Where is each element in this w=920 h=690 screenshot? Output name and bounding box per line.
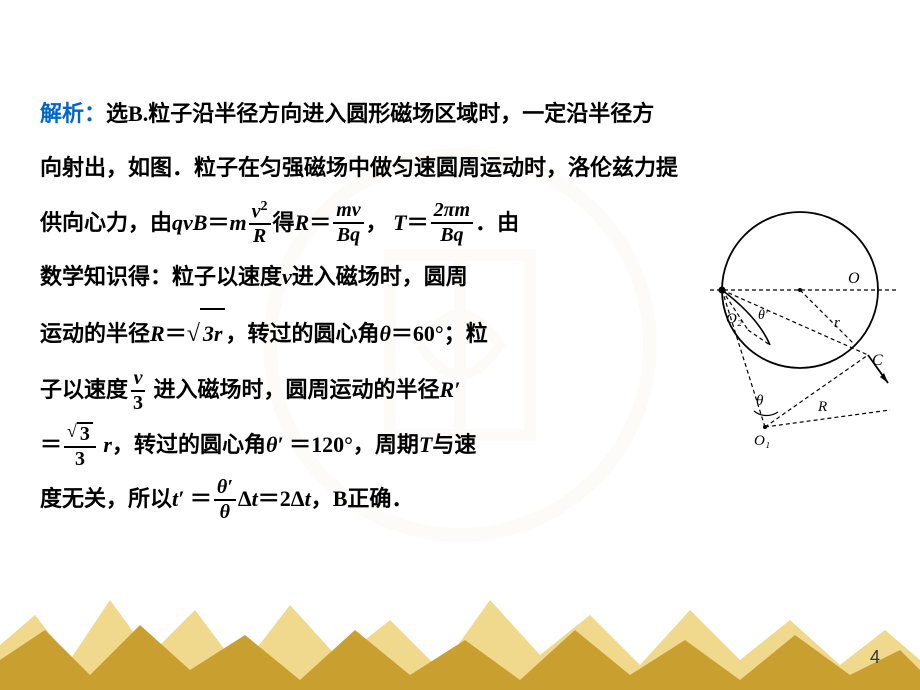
answer-choice: 选B. [106, 90, 148, 138]
label-theta: θ [756, 393, 764, 409]
text-l8a: 度无关，所以 [40, 475, 172, 523]
frac-den-Bq2: Bq [437, 224, 466, 245]
fraction-thetaprime-theta: θ′ θ [214, 477, 236, 522]
text-l2: 向射出，如图．粒子在匀强磁场中做匀速圆周运动时，洛伦兹力提 [40, 144, 678, 192]
frac-num-v: v [252, 200, 261, 222]
den-3: 3 [72, 448, 88, 469]
theta-arc [754, 411, 778, 416]
eq-sign-2: ＝ [309, 199, 331, 247]
text-l3c: ， [366, 199, 388, 247]
frac-num-tp: θ′ [214, 477, 236, 501]
label-C: C [872, 352, 883, 369]
line-5: 运动的半径 R ＝ √ 3r ，转过的圆心角 θ ＝60°；粒 [40, 308, 600, 361]
var-tprime: t′ [172, 475, 184, 523]
sqrt-3: 3 [77, 422, 93, 444]
fraction-v-3: v 3 [130, 368, 146, 413]
var-R2: R [150, 310, 165, 358]
fraction-sqrt3-3: √3 3 [64, 421, 96, 469]
line-2: 向射出，如图．粒子在匀强磁场中做匀速圆周运动时，洛伦兹力提 [40, 144, 880, 192]
eq-l5: ＝ [165, 310, 187, 358]
frac-num-mv: mv [333, 200, 363, 224]
text-l1a: 粒子沿半径方向进入圆形磁场区域时，一定沿半径方 [148, 90, 654, 138]
text-l5d: ＝60°；粒 [391, 310, 488, 358]
line-7: ＝ √3 3 r ，转过的圆心角 θ′ ＝120°，周期 T 与速 [40, 421, 600, 469]
var-r: r [103, 421, 112, 469]
text-l8d: ，B正确． [311, 475, 414, 523]
text-l8c: ＝2Δ [258, 475, 305, 523]
eq-sign-3: ＝ [407, 199, 429, 247]
dash-o1-R [765, 410, 890, 427]
sqrt-3r: √ 3r [187, 308, 226, 361]
line-8: 度无关，所以 t′ ＝ θ′ θ Δt ＝2Δ t ，B正确． [40, 475, 600, 523]
var-v: v [282, 253, 292, 301]
fraction-2pim-Bq: 2πm Bq [431, 200, 473, 245]
var-T: T [393, 199, 406, 247]
text-l7c: ＝120°，周期 [289, 421, 419, 469]
text-l7b: ，转过的圆心角 [112, 421, 266, 469]
text-l3a: 供向心力，由 [40, 199, 172, 247]
frac-den-Bq: Bq [334, 224, 363, 245]
fraction-mv-Bq: mv Bq [333, 200, 363, 245]
text-l3d: ．由 [475, 199, 519, 247]
frac-den-t: θ [217, 501, 233, 522]
analysis-label: 解析： [40, 90, 106, 138]
page-number: 4 [870, 647, 880, 668]
var-thetaprime: θ′ [266, 421, 284, 469]
var-T2: T [419, 421, 432, 469]
text-l5a: 运动的半径 [40, 310, 150, 358]
label-r: r [834, 315, 840, 331]
frac-num-v3: v [131, 368, 146, 392]
formula-qvB: qvB [172, 199, 207, 247]
text-l7d: 与速 [432, 421, 476, 469]
text-l5c: ，转过的圆心角 [225, 310, 379, 358]
line-6: 子以速度 v 3 进入磁场时，圆周运动的半径 R′ [40, 366, 600, 414]
text-l6b: 进入磁场时，圆周运动的半径 [154, 366, 440, 414]
label-O1: O₁ [754, 433, 770, 449]
eq-l8: ＝ [190, 475, 212, 523]
label-O: O [848, 270, 860, 287]
frac-den-3: 3 [130, 392, 146, 413]
var-R: R [295, 199, 310, 247]
eq-sign-1: ＝ [207, 199, 229, 247]
var-Rprime: R′ [440, 366, 461, 414]
frac-num-2pim: 2πm [431, 200, 473, 224]
formula-m: m [229, 199, 246, 247]
line-4: 数学知识得：粒子以速度 v 进入磁场时，圆周 [40, 253, 600, 301]
label-O2: O₂ [726, 311, 742, 327]
line-1: 解析： 选B. 粒子沿半径方向进入圆形磁场区域时，一定沿半径方 [40, 90, 880, 138]
mountain-decoration [0, 570, 920, 690]
eq-l7: ＝ [40, 421, 62, 469]
label-R: R [817, 399, 827, 415]
physics-diagram: O O₂ θ′ r O₁ θ R C [650, 205, 910, 465]
var-theta: θ [379, 310, 390, 358]
text-l3b: 得 [273, 199, 295, 247]
text-l4b: 进入磁场时，圆周 [292, 253, 468, 301]
text-l4a: 数学知识得：粒子以速度 [40, 253, 282, 301]
text-l6a: 子以速度 [40, 366, 128, 414]
frac-den-R: R [250, 225, 269, 246]
sqrt-body-3r: 3r [200, 308, 226, 358]
fraction-v2-R: v2 R [249, 200, 271, 247]
